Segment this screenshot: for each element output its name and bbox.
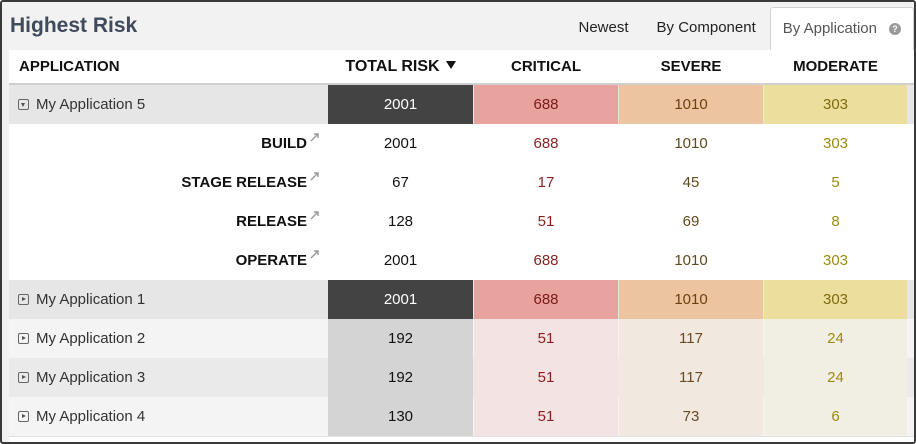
column-header-severe[interactable]: SEVERE (660, 58, 722, 75)
moderate-cell: 303 (822, 135, 849, 152)
table-row-stage: BUILD 2001 688 1010 303 (9, 124, 914, 164)
table-header-row: APPLICATION TOTAL RISK CRITICAL SEVERE M… (9, 50, 914, 85)
application-name-cell[interactable]: My Application 5 (9, 85, 328, 124)
severe-cell: 73 (619, 397, 763, 436)
external-link-icon[interactable] (310, 210, 320, 220)
total-risk-cell: 130 (328, 397, 473, 436)
total-risk-cell: 2001 (383, 135, 418, 152)
critical-cell: 51 (474, 319, 618, 358)
moderate-cell: 5 (831, 174, 840, 191)
collapse-toggle-icon[interactable] (18, 99, 29, 110)
table-row-stage: RELEASE 128 51 69 8 (9, 202, 914, 242)
application-name: My Application 5 (36, 96, 146, 113)
application-name-cell[interactable]: My Application 3 (9, 358, 328, 397)
total-risk-cell: 2001 (328, 85, 473, 124)
application-name: My Application 4 (36, 408, 146, 425)
external-link-icon[interactable] (310, 249, 320, 259)
moderate-cell: 24 (764, 319, 907, 358)
tab-by-application[interactable]: By Application? (769, 7, 914, 51)
risk-table: APPLICATION TOTAL RISK CRITICAL SEVERE M… (9, 50, 914, 442)
application-name: My Application 1 (36, 291, 146, 308)
moderate-cell: 303 (764, 85, 907, 124)
total-risk-cell: 2001 (383, 252, 418, 269)
table-row-application[interactable]: My Application 2 192 51 117 24 (9, 319, 914, 359)
tab-newest[interactable]: Newest (578, 19, 629, 36)
total-risk-cell: 192 (328, 358, 473, 397)
application-name: My Application 2 (36, 330, 146, 347)
severe-cell: 1010 (619, 280, 763, 319)
expand-toggle-icon[interactable] (18, 294, 29, 305)
expand-toggle-icon[interactable] (18, 372, 29, 383)
application-name-cell[interactable]: My Application 2 (9, 319, 328, 358)
external-link-icon[interactable] (310, 171, 320, 181)
expand-toggle-icon[interactable] (18, 333, 29, 344)
critical-cell: 51 (474, 397, 618, 436)
column-header-moderate[interactable]: MODERATE (793, 58, 878, 75)
critical-cell: 688 (474, 280, 618, 319)
stage-name[interactable]: STAGE RELEASE (181, 174, 307, 191)
critical-cell: 688 (533, 252, 559, 269)
column-header-application[interactable]: APPLICATION (19, 58, 120, 75)
sort-descending-icon (445, 61, 456, 69)
table-row-stage: STAGE RELEASE 67 17 45 5 (9, 163, 914, 203)
critical-cell: 17 (537, 174, 555, 191)
moderate-cell: 303 (822, 252, 849, 269)
severe-cell: 69 (682, 213, 700, 230)
external-link-icon[interactable] (310, 132, 320, 142)
critical-cell: 51 (474, 358, 618, 397)
table-row-application[interactable]: My Application 4 130 51 73 6 (9, 397, 914, 437)
critical-cell: 688 (474, 85, 618, 124)
severe-cell: 1010 (674, 252, 708, 269)
tab-by-application-label: By Application (782, 20, 877, 37)
panel-title: Highest Risk (10, 14, 138, 37)
table-row-application[interactable]: My Application 1 2001 688 1010 303 (9, 280, 914, 320)
stage-name[interactable]: RELEASE (236, 213, 307, 230)
total-risk-cell: 192 (328, 319, 473, 358)
severe-cell: 1010 (674, 135, 708, 152)
expand-toggle-icon[interactable] (18, 411, 29, 422)
table-row-stage: OPERATE 2001 688 1010 303 (9, 241, 914, 281)
total-risk-cell: 67 (392, 174, 409, 191)
column-header-total-risk[interactable]: TOTAL RISK (328, 50, 473, 83)
column-header-total-risk-label: TOTAL RISK (345, 58, 440, 75)
application-name-cell[interactable]: My Application 1 (9, 280, 328, 319)
moderate-cell: 6 (764, 397, 907, 436)
stage-name[interactable]: BUILD (261, 135, 307, 152)
severe-cell: 117 (619, 319, 763, 358)
total-risk-cell: 2001 (328, 280, 473, 319)
table-row-application[interactable]: My Application 3 192 51 117 24 (9, 358, 914, 398)
panel-header: Highest Risk Newest By Component By Appl… (2, 2, 914, 51)
tab-by-component[interactable]: By Component (656, 19, 756, 36)
critical-cell: 51 (537, 213, 555, 230)
stage-name[interactable]: OPERATE (235, 252, 307, 269)
column-header-critical[interactable]: CRITICAL (511, 58, 581, 75)
severe-cell: 1010 (619, 85, 763, 124)
total-risk-cell: 128 (387, 213, 414, 230)
moderate-cell: 8 (831, 213, 840, 230)
application-name-cell[interactable]: My Application 4 (9, 397, 328, 436)
view-tabs: Newest By Component By Application? (565, 7, 914, 51)
severe-cell: 117 (619, 358, 763, 397)
application-name: My Application 3 (36, 369, 146, 386)
moderate-cell: 24 (764, 358, 907, 397)
question-circle-icon[interactable]: ? (889, 23, 901, 35)
moderate-cell: 303 (764, 280, 907, 319)
severe-cell: 45 (682, 174, 700, 191)
table-row-application[interactable]: My Application 5 2001 688 1010 303 (9, 85, 914, 125)
critical-cell: 688 (533, 135, 559, 152)
